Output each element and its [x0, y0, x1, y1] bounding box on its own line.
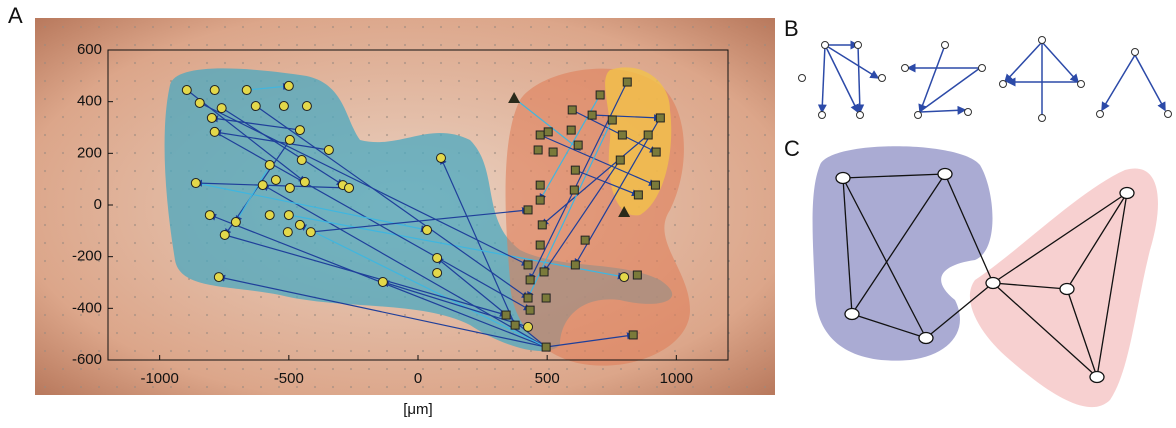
- cell-square: [616, 156, 624, 164]
- cell-square: [567, 126, 575, 134]
- cell-square: [571, 261, 579, 269]
- y-tick-label: 200: [77, 144, 102, 161]
- figure: A [μm] B C -1000 -500 0 500 1000 -600 -400 -200…: [0, 0, 1176, 423]
- cell-square: [536, 181, 544, 189]
- y-tick-label: -200: [72, 248, 102, 265]
- motif-nodes: [799, 37, 1172, 122]
- cell-circle: [306, 228, 315, 237]
- cell-square: [571, 166, 579, 174]
- cell-square: [608, 116, 616, 124]
- cell-circle: [195, 98, 204, 107]
- cell-square: [570, 186, 578, 194]
- cell-circle: [217, 104, 226, 113]
- cell-square: [544, 128, 552, 136]
- cell-circle: [242, 86, 251, 95]
- cell-square: [536, 196, 544, 204]
- cell-square: [634, 191, 642, 199]
- y-tick-label: -600: [72, 351, 102, 368]
- cell-square: [644, 131, 652, 139]
- cell-circle: [231, 218, 240, 227]
- x-tick-label: 500: [535, 370, 560, 387]
- cell-circle: [285, 183, 294, 192]
- cell-circle: [284, 81, 293, 90]
- cell-circle: [423, 226, 432, 235]
- cell-circle: [205, 211, 214, 220]
- cell-circle: [378, 277, 387, 286]
- cell-circle: [271, 175, 280, 184]
- cell-circle: [214, 273, 223, 282]
- y-tick-label: 0: [94, 196, 102, 213]
- x-tick-label: 1000: [660, 370, 693, 387]
- cell-circle: [258, 181, 267, 190]
- panel-label: B: [784, 16, 799, 41]
- cell-square: [526, 306, 534, 314]
- cell-circle: [279, 102, 288, 111]
- x-axis-label: [μm]: [403, 401, 432, 418]
- y-tick-label: 600: [77, 41, 102, 58]
- cell-square: [629, 331, 637, 339]
- motif-diagrams: [822, 42, 1165, 115]
- cell-circle: [295, 126, 304, 135]
- cell-square: [524, 206, 532, 214]
- cell-circle: [207, 113, 216, 122]
- cell-square: [596, 91, 604, 99]
- page: {"panel_labels": ["A", "B", "C"], "chart…: [0, 0, 1176, 428]
- panel-label: C: [784, 136, 800, 161]
- cell-square: [524, 294, 532, 302]
- x-tick-label: 0: [414, 370, 422, 387]
- cell-square: [540, 268, 548, 276]
- cell-circle: [265, 160, 274, 169]
- cell-square: [651, 181, 659, 189]
- cell-square: [538, 221, 546, 229]
- cell-circle: [210, 127, 219, 136]
- cell-square: [618, 131, 626, 139]
- cell-circle: [345, 183, 354, 192]
- cell-circle: [436, 153, 445, 162]
- cell-circle: [300, 178, 309, 187]
- cell-circle: [251, 102, 260, 111]
- cell-circle: [297, 156, 306, 165]
- cell-circle: [220, 230, 229, 239]
- cell-square: [536, 241, 544, 249]
- cell-square: [581, 236, 589, 244]
- cell-square: [524, 261, 532, 269]
- cell-square: [534, 146, 542, 154]
- cell-square: [542, 294, 550, 302]
- cell-circle: [295, 220, 304, 229]
- cell-square: [511, 321, 519, 329]
- cell-circle: [182, 86, 191, 95]
- cell-circle: [285, 135, 294, 144]
- cell-square: [568, 106, 576, 114]
- cell-square: [549, 148, 557, 156]
- cell-circle: [524, 322, 533, 331]
- cell-circle: [302, 102, 311, 111]
- cell-circle: [283, 228, 292, 237]
- cell-square: [588, 111, 596, 119]
- cell-circle: [265, 211, 274, 220]
- cell-square: [623, 78, 631, 86]
- cell-square: [652, 148, 660, 156]
- cell-square: [502, 311, 510, 319]
- cell-circle: [433, 253, 442, 262]
- cell-circle: [324, 145, 333, 154]
- x-tick-label: -1000: [140, 370, 178, 387]
- cell-circle: [191, 179, 200, 188]
- x-tick-label: -500: [274, 370, 304, 387]
- y-tick-label: 400: [77, 93, 102, 110]
- cell-square: [536, 131, 544, 139]
- cell-circle: [210, 86, 219, 95]
- y-tick-label: -400: [72, 299, 102, 316]
- cell-square: [633, 271, 641, 279]
- cell-circle: [620, 273, 629, 282]
- cell-square: [542, 343, 550, 351]
- cell-circle: [284, 211, 293, 220]
- cell-circle: [433, 268, 442, 277]
- cell-square: [656, 114, 664, 122]
- cell-square: [526, 276, 534, 284]
- panel-label: A: [8, 3, 23, 28]
- cell-square: [574, 141, 582, 149]
